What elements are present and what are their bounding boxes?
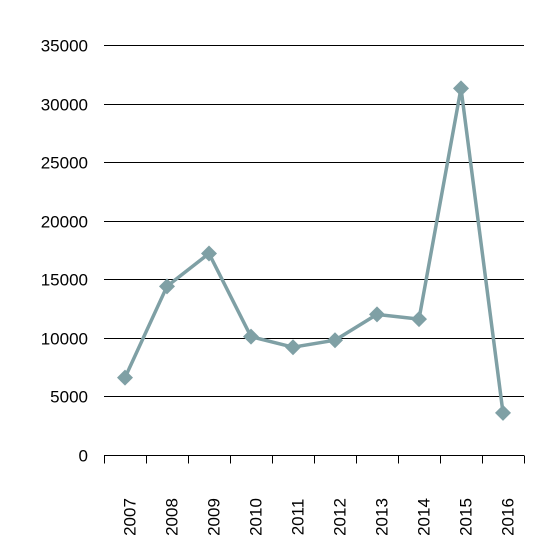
y-tick-label: 30000 [41,96,88,115]
data-point-2014 [411,311,427,328]
data-point-2011 [285,339,301,356]
x-tick-label: 2015 [456,498,475,536]
x-tick-label: 2009 [204,498,223,536]
data-point-2010 [243,328,259,345]
data-point-2013 [369,306,385,323]
data-point-2009 [201,245,217,262]
x-tick-label: 2008 [162,498,181,536]
x-tick-label: 2013 [372,498,391,536]
y-tick-label: 25000 [41,154,88,173]
x-tick-label: 2012 [330,498,349,536]
data-point-2008 [159,278,175,295]
x-axis [104,455,525,464]
x-tick-label: 2016 [498,498,517,536]
y-tick-label: 15000 [41,271,88,290]
y-axis-tick-labels: 0 5000 10000 15000 20000 25000 30000 35000 [41,37,88,466]
series-line [123,86,505,414]
data-point-2007 [117,369,133,386]
x-axis-tick-labels: 2007 2008 2009 2010 2011 2012 2013 2014 2015 2016 [120,498,517,536]
data-point-2016 [495,404,511,421]
x-tick-label: 2010 [246,498,265,536]
y-tick-label: 35000 [41,37,88,56]
x-tick-label: 2014 [414,498,433,536]
y-tick-label: 20000 [41,213,88,232]
y-tick-label: 5000 [50,388,88,407]
series-group [117,80,511,421]
data-point-2015 [453,80,469,97]
y-tick-label: 0 [79,447,88,466]
x-tick-label: 2011 [288,499,307,536]
x-tick-label: 2007 [120,498,139,536]
y-tick-label: 10000 [41,330,88,349]
data-point-2012 [327,332,343,349]
